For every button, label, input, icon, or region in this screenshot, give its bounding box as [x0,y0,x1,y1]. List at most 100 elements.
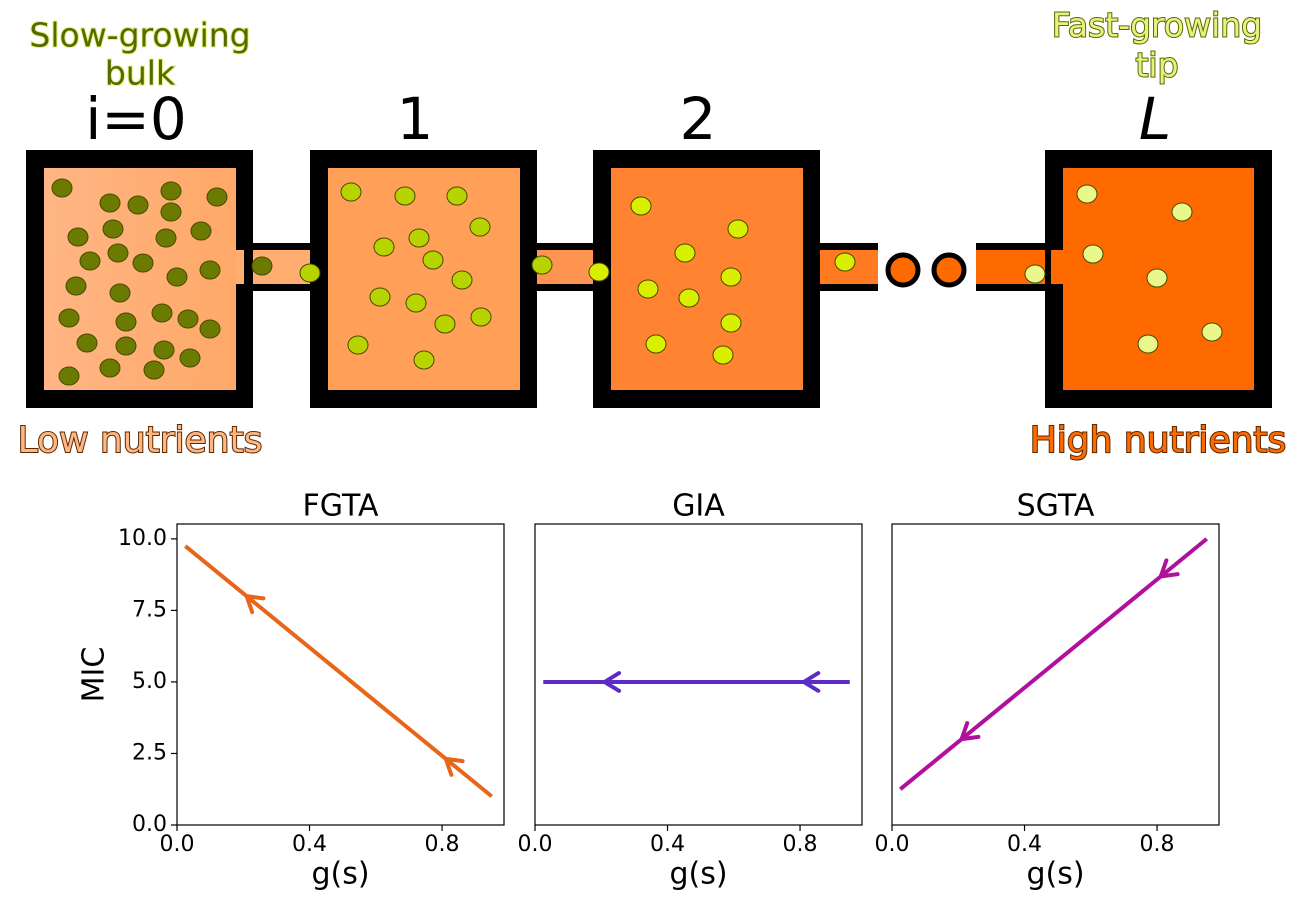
cell [199,319,221,339]
cell [470,307,492,327]
cell [531,255,553,275]
cell [834,252,856,272]
cell [127,195,149,215]
region-label: Fast-growing [1052,6,1262,45]
nutrient-label: Low nutrients [18,420,263,461]
cell [155,228,177,248]
data-line [899,537,1209,791]
cell [67,227,89,247]
x-tick-label: 0.4 [292,832,327,857]
cell [469,217,491,237]
cell [405,293,427,313]
cell [1076,184,1098,204]
cell [251,256,273,276]
cell [630,196,652,216]
direction-arrow [1157,558,1180,579]
cell [712,345,734,365]
chart-title: GIA [672,489,725,524]
cell [190,221,212,241]
cell [373,237,395,257]
chamber-label: 2 [680,85,717,153]
cell [1201,322,1223,342]
chamber-label: i=0 [85,85,187,153]
cell [678,288,700,308]
direction-arrow [958,721,981,742]
cell [347,335,369,355]
cell [674,243,696,263]
cell [51,178,73,198]
x-tick-label: 0.4 [650,832,685,857]
cell [299,263,321,283]
cell [76,333,98,353]
cell [166,267,188,287]
x-tick-label: 0.0 [160,832,195,857]
x-tick-label: 0.0 [875,832,910,857]
data-line [184,544,494,798]
cell [151,303,173,323]
cell [720,313,742,333]
cell [720,267,742,287]
chart-title: FGTA [303,489,379,524]
chart-title: SGTA [1017,489,1095,524]
region-label: tip [1135,46,1178,85]
cell [199,260,221,280]
cell [1082,244,1104,264]
y-axis-label: MIC [77,647,112,703]
cell [102,219,124,239]
cell [160,202,182,222]
cell [58,308,80,328]
direction-arrow [243,593,266,615]
cell [727,219,749,239]
cell [369,287,391,307]
direction-arrow [442,756,465,777]
ellipsis-dot [885,252,921,288]
chamber-label: L [1139,85,1171,153]
cell [79,251,101,271]
cell [1024,264,1046,284]
x-axis-label: g(s) [669,857,727,892]
cell [109,283,131,303]
cell [1137,334,1159,354]
cell [413,350,435,370]
cell [645,334,667,354]
cell [115,312,137,332]
y-tick-label: 2.5 [132,740,167,765]
x-tick-label: 0.8 [1140,832,1175,857]
y-tick-label: 10.0 [118,526,167,551]
charts: FGTA g(s) MIC 0.0 0.4 0.8 0.0 2.5 5.0 7.5 10.0 GIA g… [77,489,1220,892]
cell [451,270,473,290]
channel [236,250,244,284]
chamber-label: 1 [397,85,434,153]
cell [588,262,610,282]
plot-frame [891,523,1220,826]
cell [58,366,80,386]
x-tick-label: 0.8 [783,832,818,857]
direction-arrow [600,671,622,693]
cell [143,360,165,380]
cell [1171,202,1193,222]
x-tick-label: 0.4 [1007,832,1042,857]
ellipsis-dot [931,252,967,288]
x-axis-label: g(s) [311,857,369,892]
cell [408,228,430,248]
cell [637,279,659,299]
cell [434,314,456,334]
cell [160,181,182,201]
nutrient-label: High nutrients [1030,420,1287,461]
cell [65,276,87,296]
direction-arrow [799,671,821,693]
y-tick-label: 5.0 [132,669,167,694]
cell [206,187,228,207]
x-axis-label: g(s) [1026,857,1084,892]
y-tick-label: 0.0 [132,812,167,837]
cell [340,182,362,202]
cell [99,193,121,213]
cell [177,309,199,329]
x-tick-label: 0.8 [425,832,460,857]
x-tick-label: 0.0 [518,832,553,857]
cell [107,243,129,263]
plot-frame [176,523,505,826]
cell [179,348,201,368]
cell [99,358,121,378]
